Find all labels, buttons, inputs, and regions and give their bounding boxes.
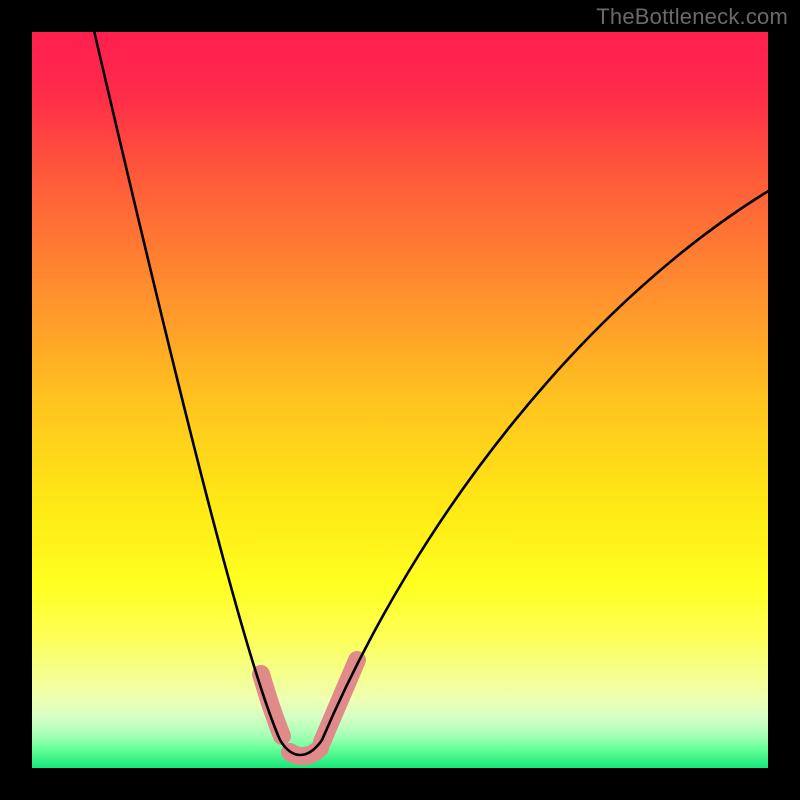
- bottleneck-chart: [0, 0, 800, 800]
- chart-stage: TheBottleneck.com: [0, 0, 800, 800]
- plot-background: [32, 32, 768, 768]
- watermark-text: TheBottleneck.com: [596, 4, 788, 30]
